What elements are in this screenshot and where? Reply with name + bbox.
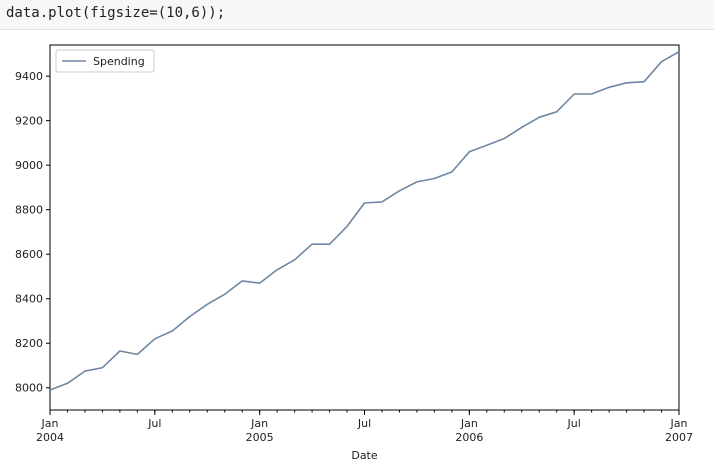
legend-label: Spending xyxy=(93,55,145,68)
x-tick-label-year: 2006 xyxy=(455,431,483,444)
y-tick-label: 8600 xyxy=(15,248,43,261)
plot-area-frame xyxy=(49,44,680,411)
x-tick-label-month: Jan xyxy=(250,417,268,430)
x-tick-label-month: Jul xyxy=(567,417,581,430)
legend-box xyxy=(55,49,155,73)
x-tick-label-year: 2005 xyxy=(246,431,274,444)
y-tick-label: 9400 xyxy=(15,70,43,83)
code-cell-text: data.plot(figsize=(10,6)); xyxy=(6,5,226,21)
x-tick-label-month: Jul xyxy=(147,417,161,430)
x-tick-label-month: Jul xyxy=(357,417,371,430)
y-tick-label: 8000 xyxy=(15,382,43,395)
x-tick-label-year: 2004 xyxy=(36,431,64,444)
y-tick-label: 8800 xyxy=(15,204,43,217)
series-line-spending xyxy=(49,51,680,391)
x-tick-label-month: Jan xyxy=(460,417,478,430)
x-axis-label: Date xyxy=(351,449,378,462)
y-tick-label: 8200 xyxy=(15,337,43,350)
x-tick-label-month: Jan xyxy=(670,417,688,430)
y-tick-label: 8400 xyxy=(15,293,43,306)
y-tick-label: 9200 xyxy=(15,115,43,128)
x-tick-label-year: 2007 xyxy=(665,431,693,444)
code-cell[interactable]: data.plot(figsize=(10,6)); xyxy=(0,0,714,30)
y-tick-label: 9000 xyxy=(15,159,43,172)
x-tick-label-month: Jan xyxy=(41,417,59,430)
